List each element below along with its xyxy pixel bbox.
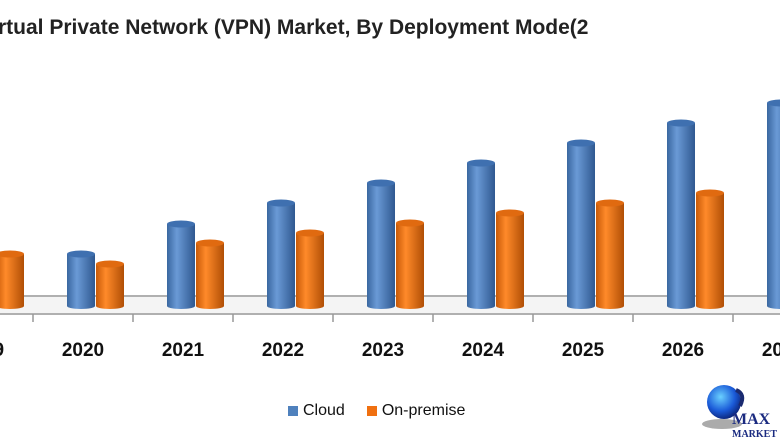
company-logo: MAX MARKET bbox=[702, 385, 777, 440]
legend-label: On-premise bbox=[381, 402, 466, 419]
bar-cloud-2026 bbox=[667, 119, 695, 309]
bar-on-premise-2022 bbox=[296, 229, 324, 309]
x-tick-label: 2027 bbox=[762, 340, 780, 361]
bar-on-premise-2026 bbox=[696, 189, 724, 309]
bar-cloud-2024 bbox=[467, 159, 495, 309]
legend-item-cloud: Cloud bbox=[288, 402, 345, 420]
bar-cloud-2021 bbox=[167, 220, 195, 309]
x-tick-label: 2019 bbox=[0, 340, 4, 361]
legend-label: Cloud bbox=[303, 402, 345, 419]
bar-on-premise-2024 bbox=[496, 209, 524, 309]
bar-cloud-2022 bbox=[267, 199, 295, 309]
bar-on-premise-2020 bbox=[96, 260, 124, 309]
bar-on-premise-2019 bbox=[0, 250, 24, 309]
bar-cloud-2025 bbox=[567, 139, 595, 309]
svg-text:MARKET: MARKET bbox=[732, 429, 777, 440]
chart-title: rtual Private Network (VPN) Market, By D… bbox=[0, 16, 589, 39]
x-tick-label: 2024 bbox=[462, 340, 505, 361]
bar-on-premise-2023 bbox=[396, 219, 424, 309]
bar-on-premise-2025 bbox=[596, 199, 624, 309]
legend-item-on-premise: On-premise bbox=[366, 402, 466, 420]
x-tick-label: 2025 bbox=[562, 340, 605, 361]
x-tick-label: 2020 bbox=[62, 340, 104, 361]
bar-cloud-2027 bbox=[767, 99, 780, 309]
legend-swatch-cloud bbox=[288, 406, 298, 416]
legend: Cloud On-premise bbox=[288, 402, 487, 420]
svg-text:MAX: MAX bbox=[732, 411, 771, 428]
x-tick-label: 2023 bbox=[362, 340, 404, 361]
x-tick-label: 2021 bbox=[162, 340, 205, 361]
legend-swatch-on-premise bbox=[366, 406, 377, 416]
bar-cloud-2023 bbox=[367, 179, 395, 309]
bar-on-premise-2021 bbox=[196, 239, 224, 309]
x-tick-label: 2022 bbox=[262, 340, 304, 361]
x-tick-label: 2026 bbox=[662, 340, 704, 361]
bar-cloud-2020 bbox=[67, 250, 95, 309]
